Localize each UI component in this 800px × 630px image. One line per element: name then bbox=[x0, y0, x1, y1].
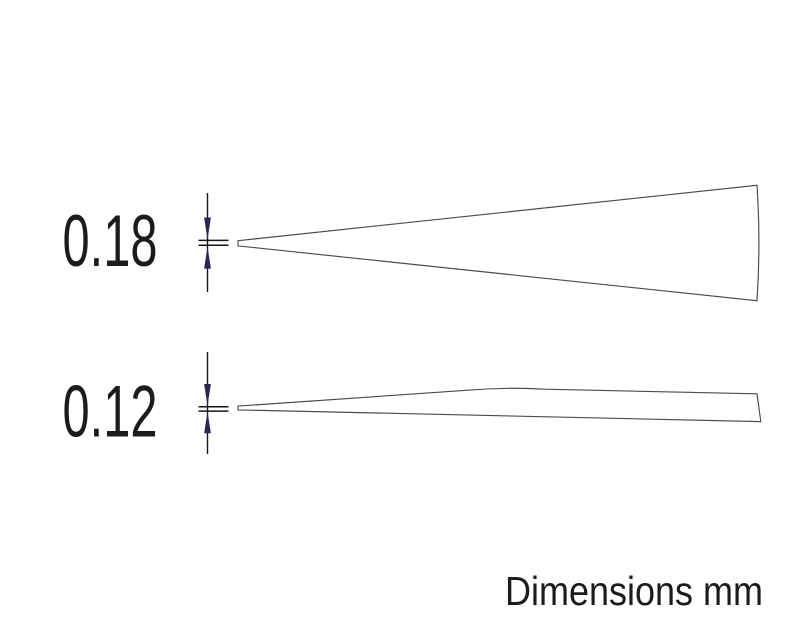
upper-view-group: 0.18 bbox=[63, 184, 760, 302]
lower-view-group: 0.12 bbox=[63, 352, 762, 454]
lower-arrow-up-icon bbox=[204, 411, 211, 434]
wedge-taper-profile-icon bbox=[237, 184, 760, 302]
upper-arrow-down-icon bbox=[204, 217, 211, 240]
upper-thickness-label: 0.18 bbox=[63, 201, 158, 282]
lower-arrow-down-icon bbox=[204, 384, 211, 406]
lower-thickness-label: 0.12 bbox=[63, 372, 158, 453]
thin-blade-profile-icon bbox=[237, 387, 762, 423]
upper-arrow-up-icon bbox=[204, 246, 211, 269]
units-note: Dimensions mm bbox=[505, 568, 763, 614]
